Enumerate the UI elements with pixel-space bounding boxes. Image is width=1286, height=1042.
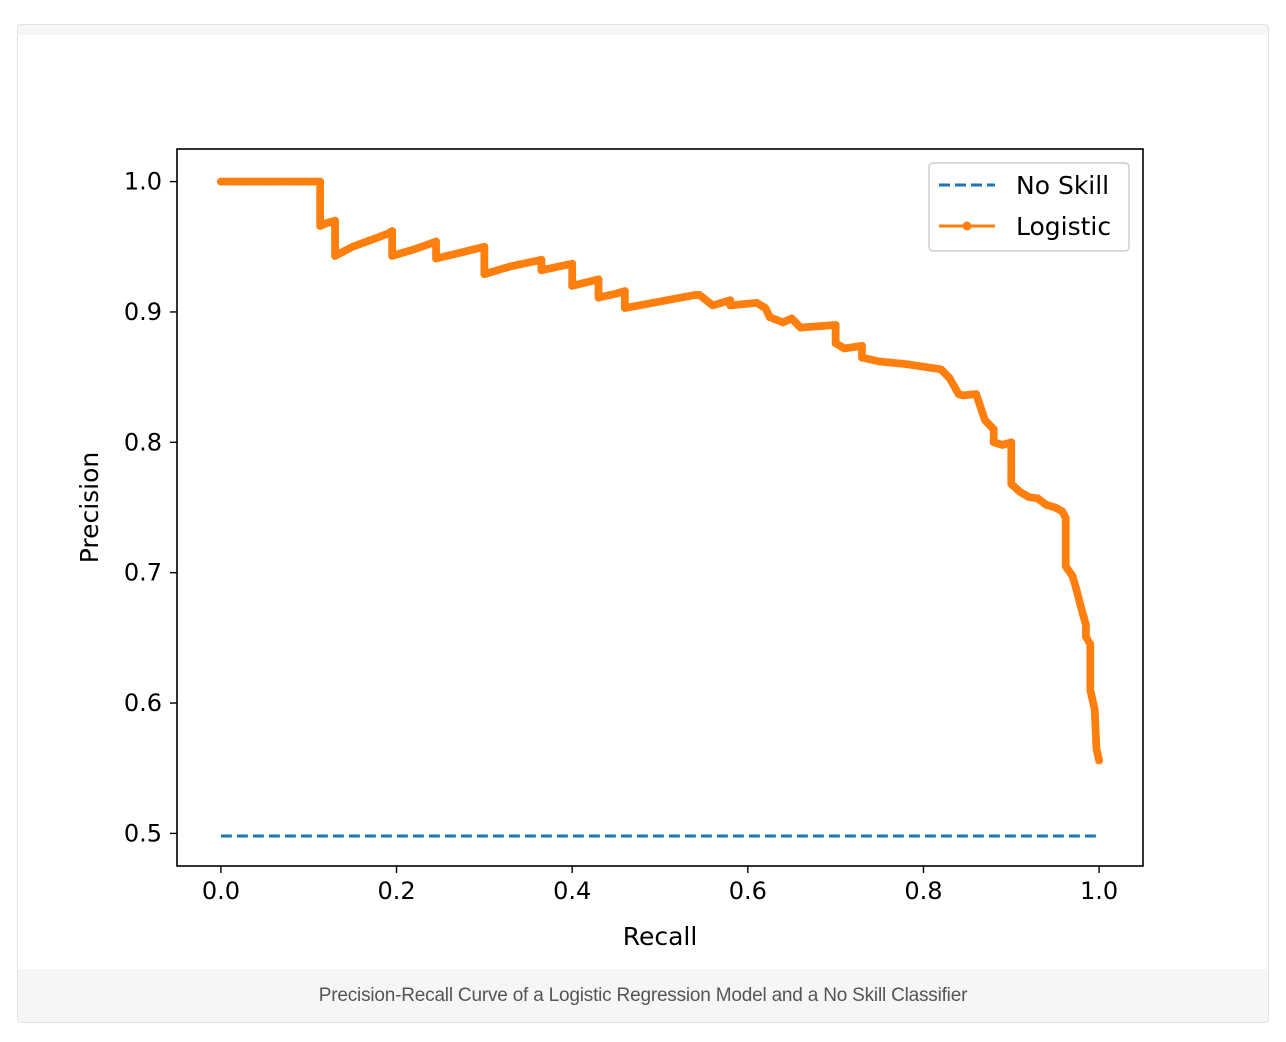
y-tick-label: 0.6: [124, 689, 162, 717]
y-tick-label: 1.0: [124, 168, 162, 196]
x-tick-label: 0.8: [904, 877, 942, 905]
x-axis-label: Recall: [623, 922, 698, 951]
x-tick-label: 0.2: [377, 877, 415, 905]
legend: No Skill Logistic: [928, 162, 1130, 252]
y-axis-label: Precision: [75, 452, 104, 564]
legend-label: No Skill: [1016, 171, 1109, 200]
pr-curve-chart: 0.0 0.2 0.4 0.6 0.8 1.0 0.5 0.6 0.7 0.8 0.9 1.0 Reca…: [75, 148, 1144, 951]
plot-layer: [216, 177, 1104, 838]
x-tick-label: 0.4: [553, 877, 591, 905]
series-line: [220, 180, 1101, 761]
y-tick-label: 0.7: [124, 559, 162, 587]
x-tick-label: 1.0: [1080, 877, 1118, 905]
legend-entry-no-skill: No Skill: [939, 171, 1109, 200]
figure-top-strip: [18, 25, 1268, 35]
legend-label: Logistic: [1016, 212, 1111, 241]
legend-marker: [962, 221, 972, 231]
figure-caption-bar: Precision-Recall Curve of a Logistic Reg…: [18, 969, 1268, 1022]
axes-layer: 0.0 0.2 0.4 0.6 0.8 1.0 0.5 0.6 0.7 0.8 0.9 1.0 Reca…: [75, 148, 1144, 951]
series-logistic: [216, 177, 1104, 765]
y-tick-label: 0.8: [124, 428, 162, 456]
figure-card: 0.0 0.2 0.4 0.6 0.8 1.0 0.5 0.6 0.7 0.8 0.9 1.0 Reca…: [17, 24, 1269, 1023]
y-tick-label: 0.5: [124, 819, 162, 847]
figure-caption: Precision-Recall Curve of a Logistic Reg…: [318, 984, 968, 1006]
y-tick-label: 0.9: [124, 298, 162, 326]
series-point: [1095, 756, 1104, 765]
legend-entry-logistic: Logistic: [939, 212, 1111, 241]
axes-frame: [176, 148, 1144, 867]
x-tick-label: 0.6: [729, 877, 767, 905]
x-tick-label: 0.0: [202, 877, 240, 905]
